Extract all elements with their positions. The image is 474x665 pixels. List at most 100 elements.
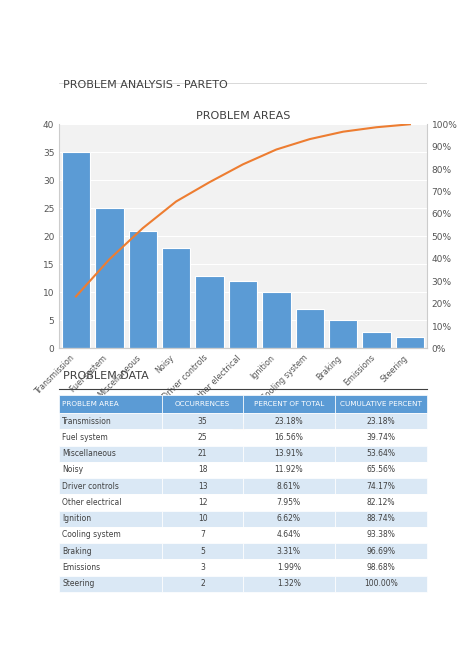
Text: Steering: Steering <box>62 579 95 589</box>
Text: Fuel system: Fuel system <box>62 433 108 442</box>
FancyBboxPatch shape <box>162 543 243 559</box>
FancyBboxPatch shape <box>162 478 243 494</box>
Text: 100.00%: 100.00% <box>364 579 398 589</box>
Text: 3: 3 <box>200 563 205 572</box>
Text: 96.69%: 96.69% <box>366 547 395 556</box>
Text: 98.68%: 98.68% <box>366 563 395 572</box>
FancyBboxPatch shape <box>59 511 162 527</box>
FancyBboxPatch shape <box>243 462 335 478</box>
Text: 10: 10 <box>198 514 207 523</box>
FancyBboxPatch shape <box>243 543 335 559</box>
Text: 18: 18 <box>198 465 207 474</box>
FancyBboxPatch shape <box>243 413 335 430</box>
Text: 12: 12 <box>198 498 207 507</box>
Text: 2: 2 <box>200 579 205 589</box>
Text: Braking: Braking <box>62 547 92 556</box>
Text: 6.62%: 6.62% <box>277 514 301 523</box>
Text: 82.12%: 82.12% <box>366 498 395 507</box>
FancyBboxPatch shape <box>335 559 427 576</box>
FancyBboxPatch shape <box>243 559 335 576</box>
FancyBboxPatch shape <box>59 478 162 494</box>
FancyBboxPatch shape <box>162 430 243 446</box>
Text: 1.99%: 1.99% <box>277 563 301 572</box>
Text: 7.95%: 7.95% <box>277 498 301 507</box>
FancyBboxPatch shape <box>162 559 243 576</box>
Text: 16.56%: 16.56% <box>274 433 303 442</box>
Text: 8.61%: 8.61% <box>277 481 301 491</box>
Text: PROBLEM AREA: PROBLEM AREA <box>62 401 119 407</box>
Bar <box>162 247 191 348</box>
FancyBboxPatch shape <box>335 543 427 559</box>
FancyBboxPatch shape <box>59 527 162 543</box>
Text: 23.18%: 23.18% <box>274 417 303 426</box>
Text: 53.64%: 53.64% <box>366 450 395 458</box>
Text: 23.18%: 23.18% <box>366 417 395 426</box>
Bar <box>128 231 157 348</box>
Text: 5: 5 <box>200 547 205 556</box>
Text: OCCURRENCES: OCCURRENCES <box>175 401 230 407</box>
FancyBboxPatch shape <box>59 576 162 592</box>
Title: PROBLEM AREAS: PROBLEM AREAS <box>196 110 290 121</box>
FancyBboxPatch shape <box>243 576 335 592</box>
FancyBboxPatch shape <box>335 395 427 413</box>
Bar <box>95 208 124 348</box>
Bar <box>295 309 324 348</box>
Bar <box>229 281 257 348</box>
FancyBboxPatch shape <box>162 462 243 478</box>
Text: Transmission: Transmission <box>62 417 112 426</box>
Text: Other electrical: Other electrical <box>62 498 122 507</box>
Text: PERCENT OF TOTAL: PERCENT OF TOTAL <box>254 401 324 407</box>
Text: Driver controls: Driver controls <box>62 481 119 491</box>
FancyBboxPatch shape <box>335 511 427 527</box>
FancyBboxPatch shape <box>335 527 427 543</box>
Bar <box>362 332 391 348</box>
Bar <box>329 321 357 348</box>
Text: 4.64%: 4.64% <box>277 531 301 539</box>
Text: 11.92%: 11.92% <box>274 465 303 474</box>
FancyBboxPatch shape <box>243 395 335 413</box>
Text: 13: 13 <box>198 481 207 491</box>
FancyBboxPatch shape <box>59 446 162 462</box>
Bar <box>195 275 224 348</box>
FancyBboxPatch shape <box>59 494 162 511</box>
FancyBboxPatch shape <box>335 413 427 430</box>
FancyBboxPatch shape <box>59 413 162 430</box>
Text: 13.91%: 13.91% <box>274 450 303 458</box>
Text: Emissions: Emissions <box>62 563 100 572</box>
Text: PROBLEM DATA: PROBLEM DATA <box>63 370 149 380</box>
FancyBboxPatch shape <box>162 395 243 413</box>
Text: 1.32%: 1.32% <box>277 579 301 589</box>
FancyBboxPatch shape <box>59 395 162 413</box>
FancyBboxPatch shape <box>162 446 243 462</box>
FancyBboxPatch shape <box>59 462 162 478</box>
FancyBboxPatch shape <box>59 430 162 446</box>
FancyBboxPatch shape <box>162 527 243 543</box>
FancyBboxPatch shape <box>243 511 335 527</box>
FancyBboxPatch shape <box>162 576 243 592</box>
Text: PROBLEM ANALYSIS - PARETO: PROBLEM ANALYSIS - PARETO <box>63 80 228 90</box>
Text: Noisy: Noisy <box>62 465 83 474</box>
Text: 39.74%: 39.74% <box>366 433 395 442</box>
Text: 93.38%: 93.38% <box>366 531 395 539</box>
Text: 88.74%: 88.74% <box>366 514 395 523</box>
Text: 74.17%: 74.17% <box>366 481 395 491</box>
Bar <box>62 152 90 348</box>
FancyBboxPatch shape <box>243 430 335 446</box>
Text: Cooling system: Cooling system <box>62 531 121 539</box>
FancyBboxPatch shape <box>335 430 427 446</box>
FancyBboxPatch shape <box>335 446 427 462</box>
FancyBboxPatch shape <box>59 543 162 559</box>
FancyBboxPatch shape <box>162 494 243 511</box>
FancyBboxPatch shape <box>335 576 427 592</box>
Text: 3.31%: 3.31% <box>277 547 301 556</box>
Text: 35: 35 <box>198 417 208 426</box>
Bar <box>396 337 424 348</box>
Bar <box>262 293 291 348</box>
FancyBboxPatch shape <box>335 462 427 478</box>
Text: Miscellaneous: Miscellaneous <box>62 450 116 458</box>
Text: Ignition: Ignition <box>62 514 91 523</box>
FancyBboxPatch shape <box>162 511 243 527</box>
FancyBboxPatch shape <box>243 527 335 543</box>
Text: CUMULATIVE PERCENT: CUMULATIVE PERCENT <box>340 401 421 407</box>
FancyBboxPatch shape <box>335 494 427 511</box>
